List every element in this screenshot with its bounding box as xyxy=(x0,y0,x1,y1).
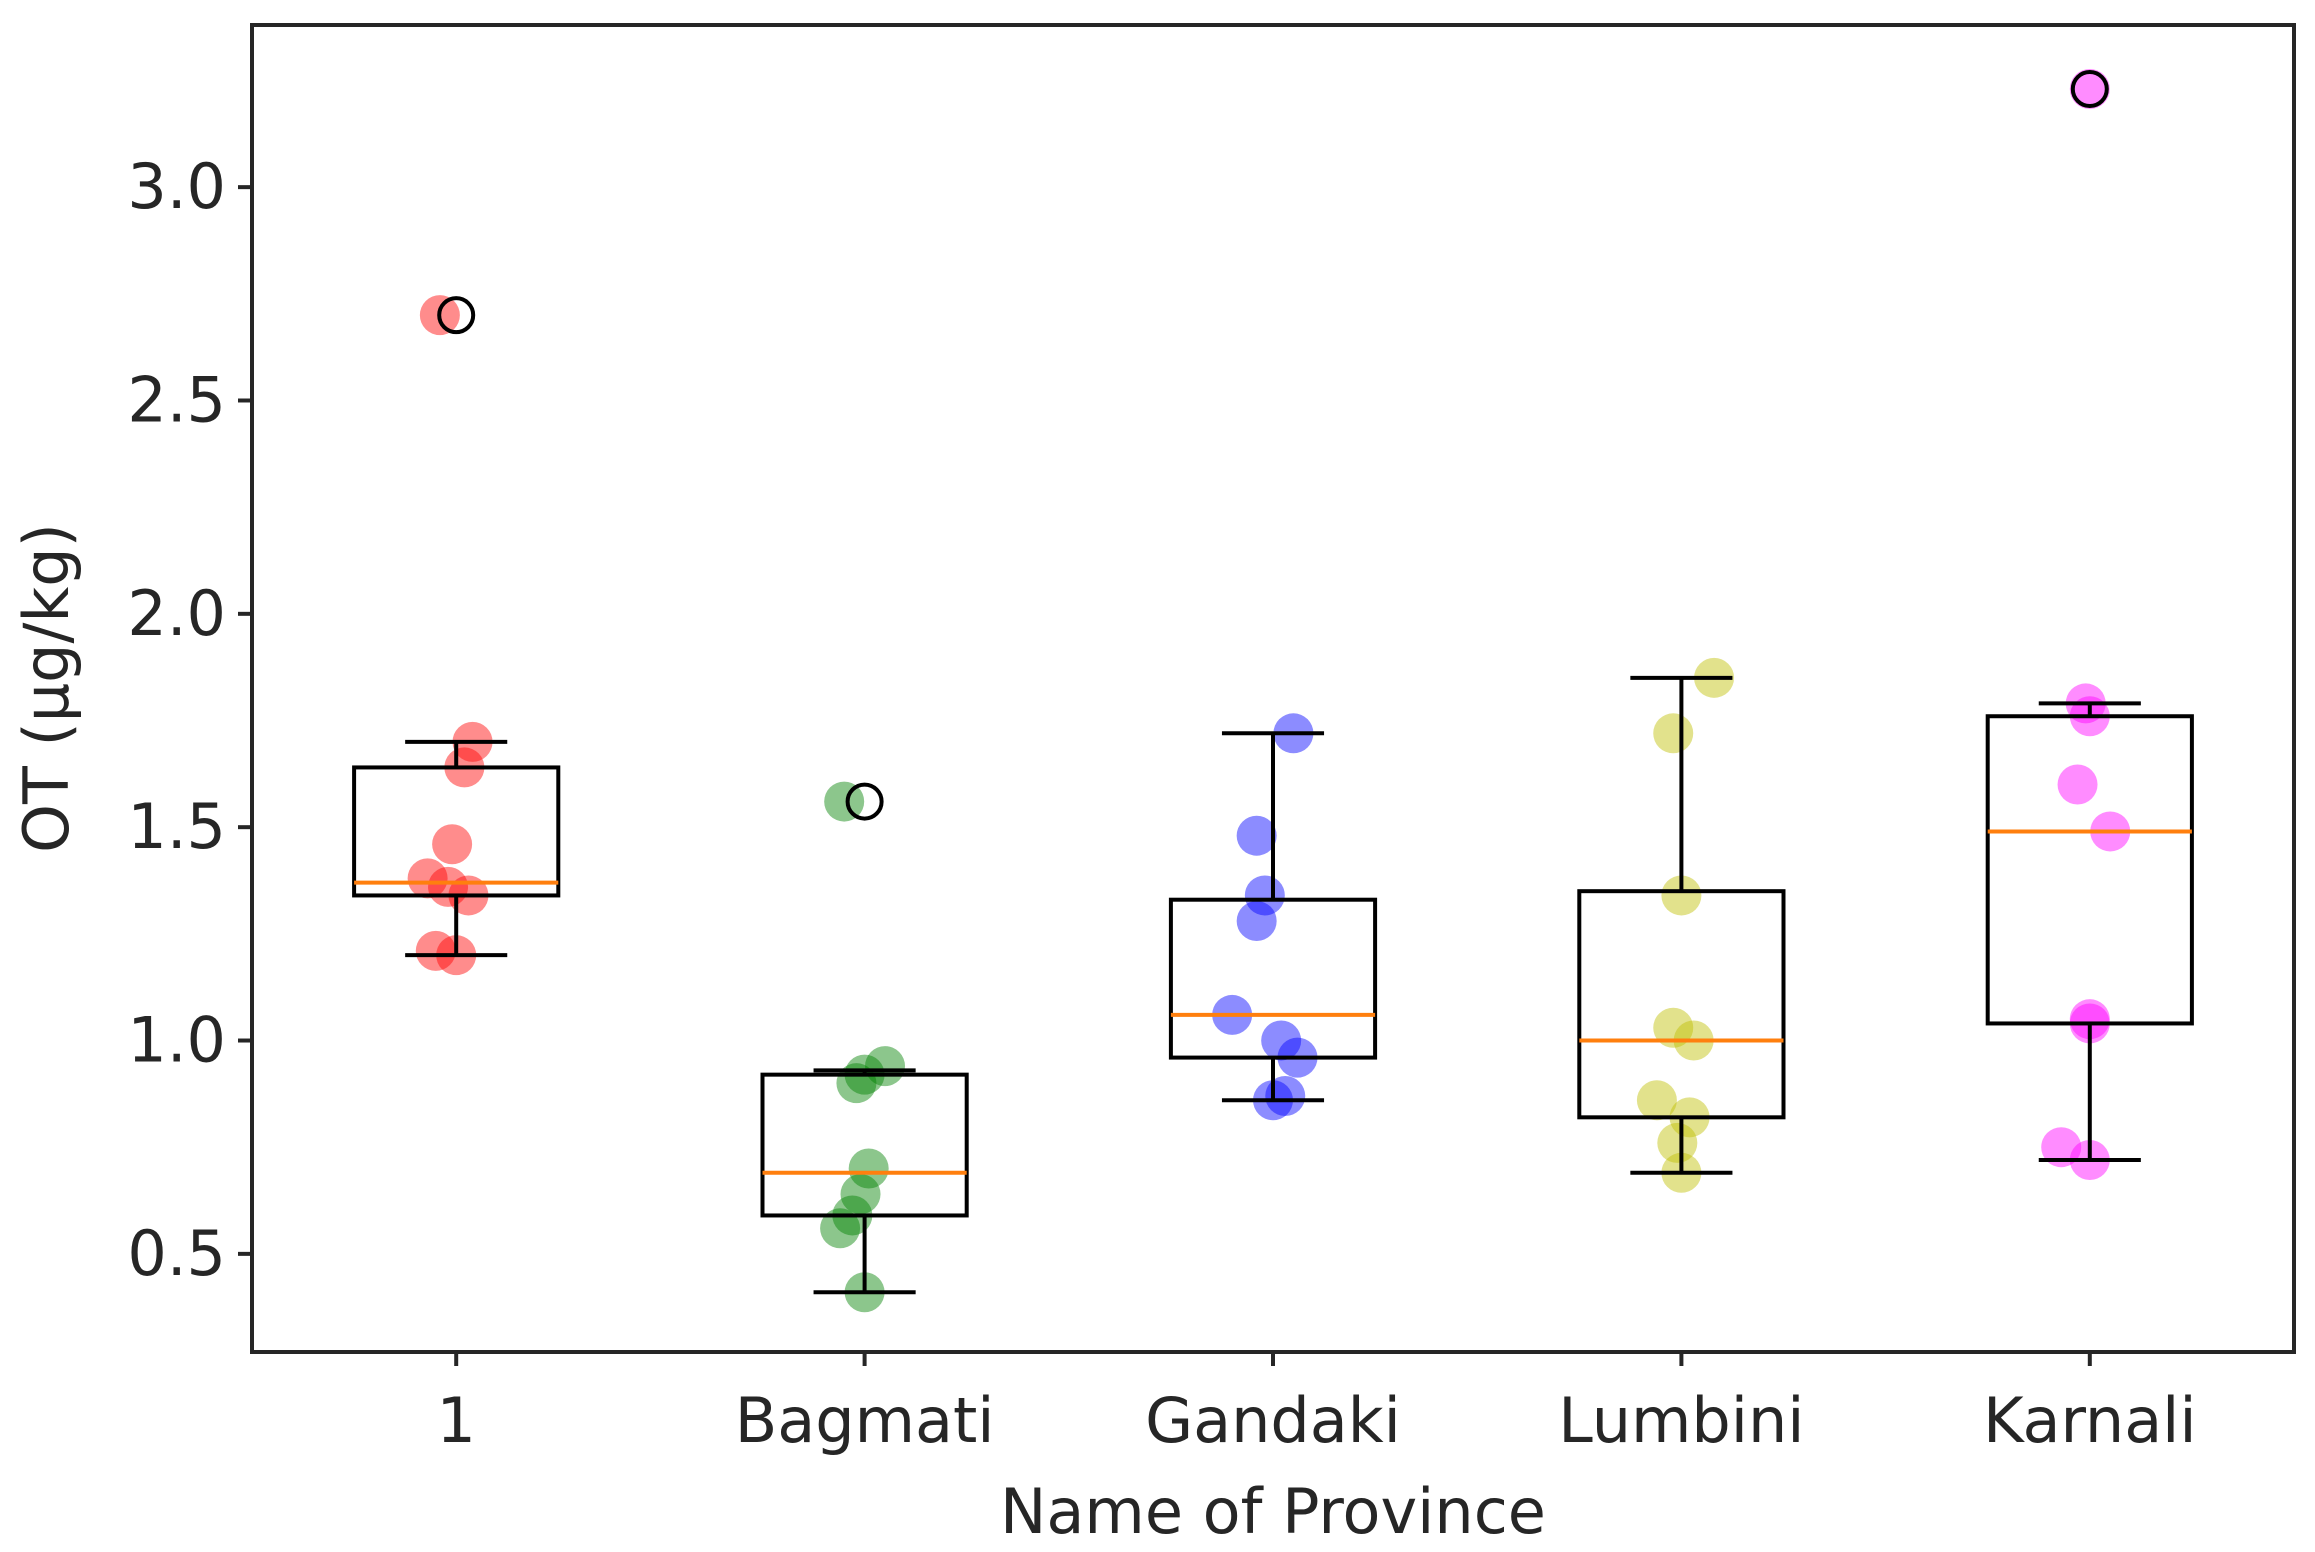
data-point-1-6 xyxy=(428,866,469,907)
box-iqr xyxy=(1985,714,2194,1026)
box-layer xyxy=(352,70,2194,1295)
data-point-1-3 xyxy=(432,824,473,865)
axes-layer: 0.5 1.0 1.5 2.0 2.5 3.0 1 Bagmati Gandaki Lumbini… xyxy=(127,150,2196,1457)
box-lumbini xyxy=(1577,675,1786,1175)
data-point-karnali-0 xyxy=(2069,69,2110,110)
data-point-karnali-3 xyxy=(2057,764,2098,805)
box-gandaki xyxy=(1168,731,1378,1103)
x-tick-label: 1 xyxy=(436,1384,475,1457)
data-point-1-7 xyxy=(415,930,456,971)
data-point-karnali-5 xyxy=(2069,999,2110,1040)
data-point-bagmati-4 xyxy=(848,1148,889,1189)
scatter-layer xyxy=(407,69,2131,1313)
plot-area-frame xyxy=(250,23,2296,1354)
data-point-lumbini-2 xyxy=(1661,875,1702,916)
data-point-lumbini-1 xyxy=(1653,713,1694,754)
data-point-gandaki-3 xyxy=(1236,901,1277,942)
outlier-marker xyxy=(845,782,884,821)
box-iqr xyxy=(760,1072,969,1218)
y-tick-label: 2.0 xyxy=(127,577,226,650)
x-axis-label: Name of Province xyxy=(1000,1475,1546,1548)
outlier-marker xyxy=(437,296,476,335)
outlier-marker xyxy=(2070,70,2109,109)
box-karnali xyxy=(1985,70,2194,1162)
data-point-gandaki-1 xyxy=(1236,815,1277,856)
x-tick-label: Lumbini xyxy=(1558,1384,1804,1457)
data-point-bagmati-7 xyxy=(820,1208,861,1249)
y-tick-label: 1.0 xyxy=(127,1004,226,1077)
y-tick-label: 2.5 xyxy=(127,363,226,436)
data-point-gandaki-5 xyxy=(1261,1020,1302,1061)
y-tick-label: 1.5 xyxy=(127,790,226,863)
box-bagmati xyxy=(760,782,969,1295)
data-point-gandaki-7 xyxy=(1265,1075,1306,1116)
data-point-1-4 xyxy=(407,858,448,899)
x-tick-label: Gandaki xyxy=(1145,1384,1401,1457)
data-point-karnali-7 xyxy=(2041,1127,2082,1168)
data-point-lumbini-7 xyxy=(1657,1122,1698,1163)
data-point-lumbini-5 xyxy=(1636,1080,1677,1121)
x-tick-label: Bagmati xyxy=(735,1384,995,1457)
y-tick-label: 3.0 xyxy=(127,150,226,223)
data-point-bagmati-0 xyxy=(824,781,865,822)
box-iqr xyxy=(352,765,561,898)
y-tick-label: 0.5 xyxy=(127,1217,226,1290)
box-1 xyxy=(352,296,561,958)
box-iqr xyxy=(1577,889,1786,1120)
y-axis-label: OT (µg/kg) xyxy=(10,523,83,853)
data-point-bagmati-5 xyxy=(840,1174,881,1215)
box-iqr xyxy=(1168,897,1378,1060)
x-tick-label: Karnali xyxy=(1983,1384,2197,1457)
data-point-lumbini-3 xyxy=(1653,1007,1694,1048)
